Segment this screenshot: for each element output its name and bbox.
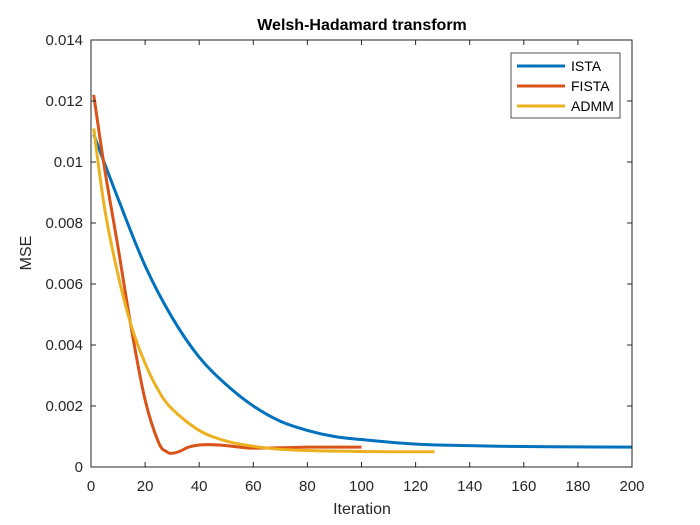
y-axis-label: MSE — [18, 236, 35, 271]
legend: ISTA FISTA ADMM — [510, 52, 621, 119]
y-tick-label: 0.006 — [45, 276, 83, 293]
y-tick-label: 0.008 — [45, 215, 83, 232]
series-layer — [92, 94, 633, 455]
y-tick-label: 0.01 — [54, 154, 83, 171]
y-tick-label: 0.004 — [45, 337, 83, 354]
x-axis-label: Iteration — [333, 501, 391, 518]
y-tick-label: 0.012 — [45, 93, 83, 110]
x-tick-label: 160 — [511, 478, 536, 495]
legend-label-fista: FISTA — [571, 78, 610, 94]
x-tick-label: 200 — [619, 478, 644, 495]
series-line-ista — [92, 134, 633, 449]
x-tick-label: 180 — [565, 478, 590, 495]
x-tick-label: 40 — [191, 478, 208, 495]
x-tick-label: 120 — [403, 478, 428, 495]
series-line-admm — [92, 128, 435, 454]
y-tick-label: 0.014 — [45, 32, 83, 49]
x-tick-label: 0 — [87, 478, 95, 495]
x-tick-label: 80 — [299, 478, 316, 495]
tick-layer: 0 20 40 60 80 100 120 140 160 180 200 0 0.002 0.004 0.… — [45, 32, 644, 495]
y-tick-label: 0.002 — [45, 398, 83, 415]
x-tick-label: 100 — [349, 478, 374, 495]
x-tick-label: 20 — [137, 478, 154, 495]
legend-label-admm: ADMM — [571, 98, 614, 114]
x-tick-label: 60 — [245, 478, 262, 495]
y-tick-label: 0 — [75, 459, 83, 476]
x-tick-label: 140 — [457, 478, 482, 495]
legend-label-ista: ISTA — [571, 58, 602, 74]
chart-title: Welsh-Hadamard transform — [257, 17, 467, 34]
